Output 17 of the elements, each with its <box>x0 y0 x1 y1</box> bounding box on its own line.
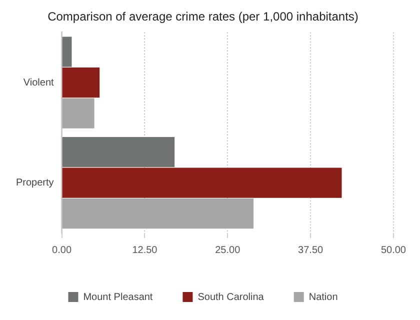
bar <box>62 137 175 168</box>
x-tick-label: 12.50 <box>132 244 158 256</box>
x-tick-label: 25.00 <box>215 244 241 256</box>
bar <box>62 98 94 128</box>
chart-title: Comparison of average crime rates (per 1,000 inhabitants) <box>48 10 358 24</box>
bar <box>62 198 254 229</box>
bar <box>62 36 72 67</box>
y-tick-label: Violent <box>23 77 54 88</box>
legend-label: Mount Pleasant <box>83 292 153 303</box>
x-tick-label: 37.50 <box>298 244 324 256</box>
bar <box>62 168 342 198</box>
legend-label: Nation <box>308 292 338 303</box>
bar <box>62 67 100 98</box>
x-tick-label: 0.00 <box>52 244 72 256</box>
x-tick-label: 50.00 <box>380 244 406 256</box>
legend-label: South Carolina <box>198 292 264 303</box>
y-tick-label: Property <box>16 178 54 189</box>
